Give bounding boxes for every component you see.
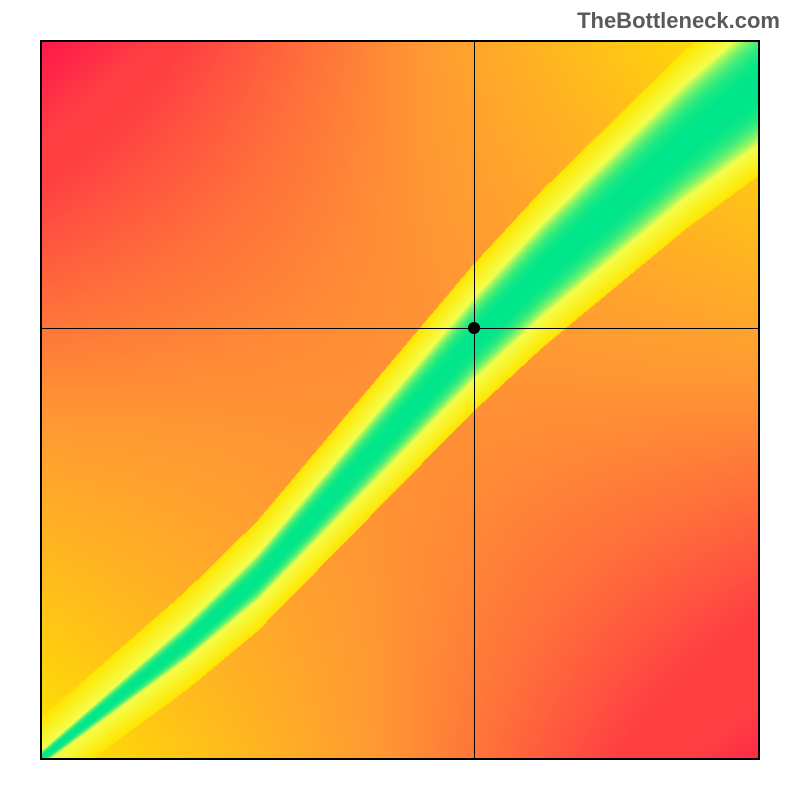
crosshair-marker-dot [468, 322, 480, 334]
crosshair-vertical [474, 40, 475, 760]
watermark-text: TheBottleneck.com [577, 8, 780, 34]
crosshair-horizontal [40, 328, 760, 329]
heatmap-canvas [42, 42, 758, 758]
chart-frame [40, 40, 760, 760]
